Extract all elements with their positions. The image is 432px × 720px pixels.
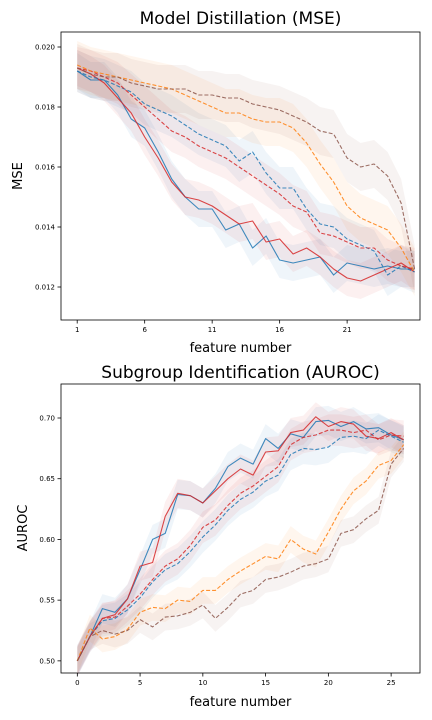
mse-y-tick-label-2: 0.016 <box>35 164 56 172</box>
auroc-x-tick-label-4: 20 <box>324 679 333 687</box>
auroc-y-axis-label: AUROC <box>16 505 31 552</box>
mse-plot-frame <box>60 31 421 321</box>
mse-y-tick-label-1: 0.014 <box>35 224 56 232</box>
mse-series-line-3 <box>77 67 415 270</box>
mse-series-line-5 <box>76 67 416 270</box>
auroc-series-line-3 <box>76 429 404 662</box>
mse-x-tick-label-3: 16 <box>275 326 284 334</box>
auroc-x-tick-label-3: 15 <box>261 679 270 687</box>
mse-y-axis-label: MSE <box>11 162 26 190</box>
mse-y-tick-label-4: 0.020 <box>35 44 55 52</box>
auroc-x-tick-label-1: 5 <box>138 679 142 687</box>
mse-series-lines <box>76 64 416 282</box>
mse-x-tick-label-1: 6 <box>142 326 147 334</box>
mse-confidence-bands <box>77 41 415 299</box>
mse-chart: Model Distillation (MSE) feature number … <box>11 9 421 356</box>
auroc-chart: Subgroup Identification (AUROC) feature … <box>16 363 421 710</box>
auroc-series-line-5 <box>76 448 405 662</box>
auroc-y-tick-label-2: 0.60 <box>39 536 55 544</box>
auroc-band-4 <box>77 431 404 675</box>
auroc-y-tick-label-1: 0.55 <box>39 597 55 605</box>
auroc-x-tick-label-2: 10 <box>198 679 207 687</box>
mse-band-3 <box>77 47 415 290</box>
auroc-series-line-2 <box>76 429 404 662</box>
mse-band-4 <box>77 41 415 296</box>
mse-series-line-2 <box>76 70 415 276</box>
auroc-x-tick-label-0: 0 <box>75 679 79 687</box>
auroc-y-tick-label-3: 0.65 <box>39 475 55 483</box>
mse-y-tick-label-0: 0.012 <box>35 284 55 292</box>
mse-x-tick-label-0: 1 <box>75 326 79 334</box>
auroc-x-axis-label: feature number <box>190 695 292 710</box>
mse-x-tick-label-4: 21 <box>343 326 352 334</box>
mse-series-line-1 <box>76 67 415 282</box>
mse-series-line-0 <box>76 70 415 276</box>
mse-band-1 <box>77 50 415 299</box>
auroc-chart-title: Subgroup Identification (AUROC) <box>101 363 379 383</box>
auroc-series-line-1 <box>76 416 404 662</box>
mse-band-0 <box>77 53 415 293</box>
mse-series-line-4 <box>76 64 416 273</box>
mse-x-axis-label: feature number <box>190 341 292 356</box>
mse-chart-title: Model Distillation (MSE) <box>140 9 342 29</box>
auroc-confidence-bands <box>77 402 404 677</box>
mse-band-5 <box>77 44 415 293</box>
auroc-x-axis: 0 5 10 15 20 25 <box>75 673 396 687</box>
auroc-band-2 <box>77 414 404 677</box>
mse-y-tick-label-3: 0.018 <box>35 104 55 112</box>
mse-band-2 <box>77 50 415 296</box>
mse-x-axis: 1 6 11 16 21 <box>75 320 352 334</box>
auroc-x-tick-label-5: 25 <box>387 679 396 687</box>
auroc-y-tick-label-4: 0.70 <box>39 415 55 423</box>
auroc-series-lines <box>76 416 405 662</box>
mse-y-axis: 0.012 0.014 0.016 0.018 0.020 <box>35 44 61 292</box>
auroc-y-axis: 0.50 0.55 0.60 0.65 0.70 <box>39 415 61 665</box>
auroc-y-tick-label-0: 0.50 <box>39 657 55 665</box>
auroc-band-0 <box>77 405 404 676</box>
auroc-band-1 <box>77 402 404 676</box>
auroc-band-3 <box>77 414 404 677</box>
auroc-series-line-4 <box>76 444 405 662</box>
auroc-band-5 <box>77 435 404 675</box>
mse-x-tick-label-2: 11 <box>208 326 217 334</box>
auroc-plot-frame <box>60 383 421 674</box>
